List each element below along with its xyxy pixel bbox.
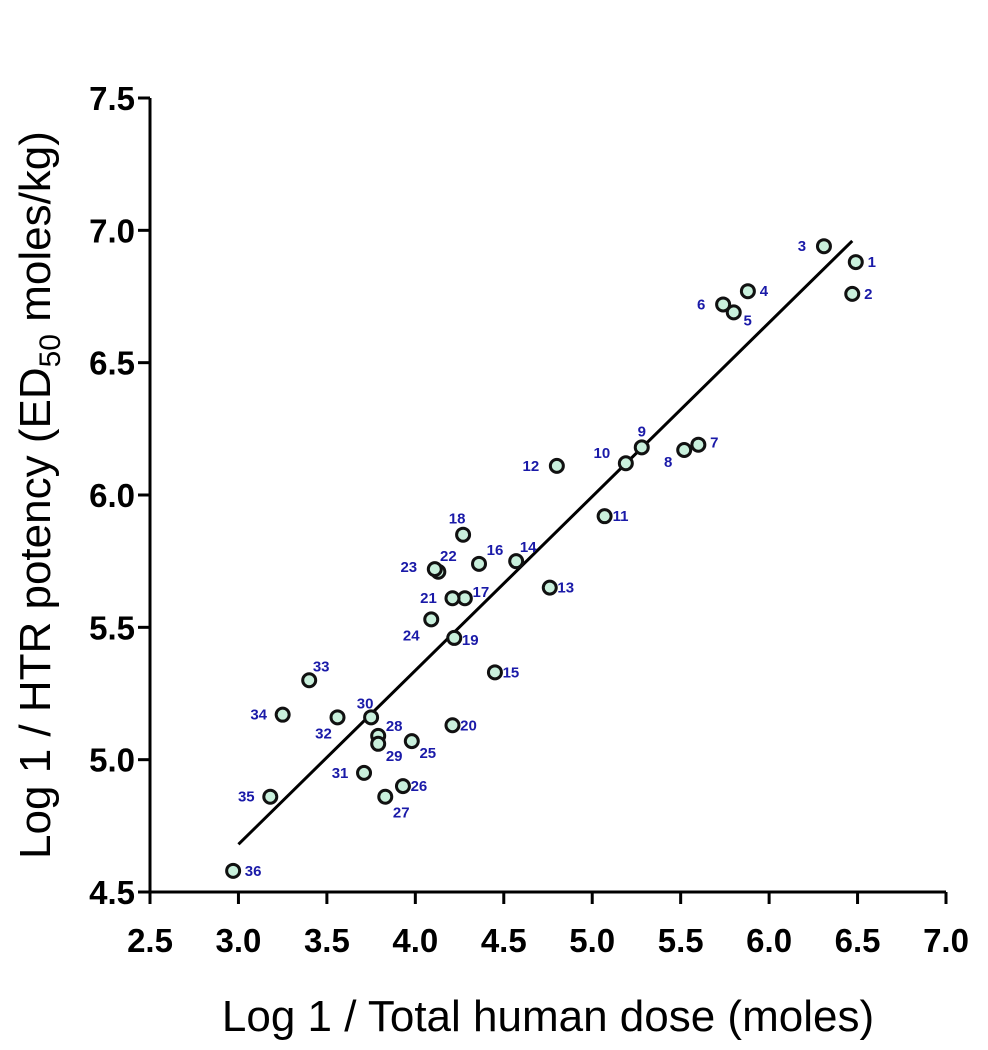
data-point <box>444 590 461 607</box>
data-point-label: 6 <box>697 296 705 313</box>
data-point-label: 25 <box>419 745 436 762</box>
data-point <box>274 706 291 723</box>
x-axis-title: Log 1 / Total human dose (moles) <box>222 992 874 1041</box>
data-point-label: 35 <box>238 789 255 806</box>
x-tick-label: 2.5 <box>127 922 173 959</box>
data-point <box>617 455 634 472</box>
data-point-label: 26 <box>411 778 428 795</box>
y-tick-label: 5.0 <box>89 742 135 779</box>
data-point <box>548 457 565 474</box>
data-point <box>847 254 864 271</box>
y-tick-label: 4.5 <box>89 874 135 911</box>
data-point-label: 1 <box>868 254 876 271</box>
y-axis-title-subscript: 50 <box>34 334 67 367</box>
data-point <box>377 788 394 805</box>
x-tick-label: 3.0 <box>216 922 262 959</box>
y-tick-label: 6.0 <box>89 477 135 514</box>
data-point-label: 36 <box>245 863 262 880</box>
data-point-label: 24 <box>403 627 420 644</box>
data-point-label: 20 <box>460 717 477 734</box>
x-tick-label: 5.5 <box>658 922 704 959</box>
data-point <box>444 717 461 734</box>
data-point <box>690 436 707 453</box>
data-point <box>403 733 420 750</box>
data-point-label: 4 <box>760 283 769 300</box>
data-point <box>815 238 832 255</box>
data-point-label: 18 <box>449 511 466 528</box>
data-point-label: 27 <box>393 805 410 822</box>
x-tick-label: 6.0 <box>746 922 792 959</box>
data-point-label: 3 <box>798 238 806 255</box>
data-point-label: 16 <box>487 542 504 559</box>
data-point-label: 28 <box>386 718 403 735</box>
data-point-label: 30 <box>357 695 374 712</box>
data-point-label: 21 <box>420 590 437 607</box>
data-point-label: 19 <box>462 632 479 649</box>
x-tick-label: 4.5 <box>481 922 527 959</box>
data-point-label: 10 <box>593 445 610 462</box>
data-point <box>739 283 756 300</box>
data-point <box>363 709 380 726</box>
y-tick-label: 5.5 <box>89 609 135 646</box>
data-point <box>715 296 732 313</box>
data-point-label: 13 <box>557 580 574 597</box>
y-tick-label: 6.5 <box>89 345 135 382</box>
regression-line <box>237 239 854 846</box>
y-tick-label: 7.0 <box>89 212 135 249</box>
x-tick-label: 7.0 <box>923 922 969 959</box>
data-point <box>471 555 488 572</box>
data-point-label: 32 <box>315 725 332 742</box>
data-point-label: 2 <box>864 286 872 303</box>
data-point-label: 7 <box>710 435 718 452</box>
data-point <box>725 304 742 321</box>
data-point <box>508 553 525 570</box>
y-axis-title: Log 1 / HTR potency (ED50 moles/kg) <box>11 131 67 859</box>
data-point <box>633 439 650 456</box>
data-point-label: 9 <box>638 423 646 440</box>
data-point <box>423 611 440 628</box>
data-point <box>301 672 318 689</box>
x-tick-label: 6.5 <box>835 922 881 959</box>
y-ticks: 4.5 5.0 5.5 6.0 6.5 7.0 7.5 <box>89 80 150 911</box>
data-point <box>329 709 346 726</box>
data-point <box>455 526 472 543</box>
y-tick-label: 7.5 <box>89 80 135 117</box>
data-point-label: 17 <box>473 584 490 601</box>
data-point-label: 23 <box>400 559 417 576</box>
axes <box>148 98 946 894</box>
data-point <box>426 561 443 578</box>
data-point <box>486 664 503 681</box>
data-point <box>394 778 411 795</box>
data-point-label: 33 <box>313 658 330 675</box>
x-tick-label: 5.0 <box>569 922 615 959</box>
data-point-label: 8 <box>664 454 672 471</box>
data-points: 1234567891011121314151617181920212223242… <box>225 238 876 880</box>
data-point-label: 22 <box>440 548 457 565</box>
x-tick-label: 4.0 <box>392 922 438 959</box>
data-point <box>844 285 861 302</box>
data-point-label: 31 <box>332 765 349 782</box>
data-point-label: 5 <box>744 312 752 329</box>
x-ticks: 2.5 3.0 3.5 4.0 4.5 5.0 5.5 6.0 6.5 7.0 <box>127 892 969 959</box>
y-axis-title-main: Log 1 / HTR potency (ED <box>11 367 60 859</box>
data-point <box>356 764 373 781</box>
x-tick-label: 3.5 <box>304 922 350 959</box>
data-point-label: 14 <box>520 539 537 556</box>
data-point-label: 12 <box>523 458 540 475</box>
data-point-label: 15 <box>503 664 520 681</box>
data-point <box>370 735 387 752</box>
data-point-label: 11 <box>613 508 629 525</box>
data-point-label: 34 <box>250 707 267 724</box>
data-point <box>676 442 693 459</box>
data-point <box>262 788 279 805</box>
data-point <box>596 508 613 525</box>
data-point-label: 29 <box>386 748 403 765</box>
data-point <box>446 629 463 646</box>
data-point <box>225 862 242 879</box>
y-axis-title-tail: moles/kg) <box>11 131 60 334</box>
data-point <box>541 579 558 596</box>
